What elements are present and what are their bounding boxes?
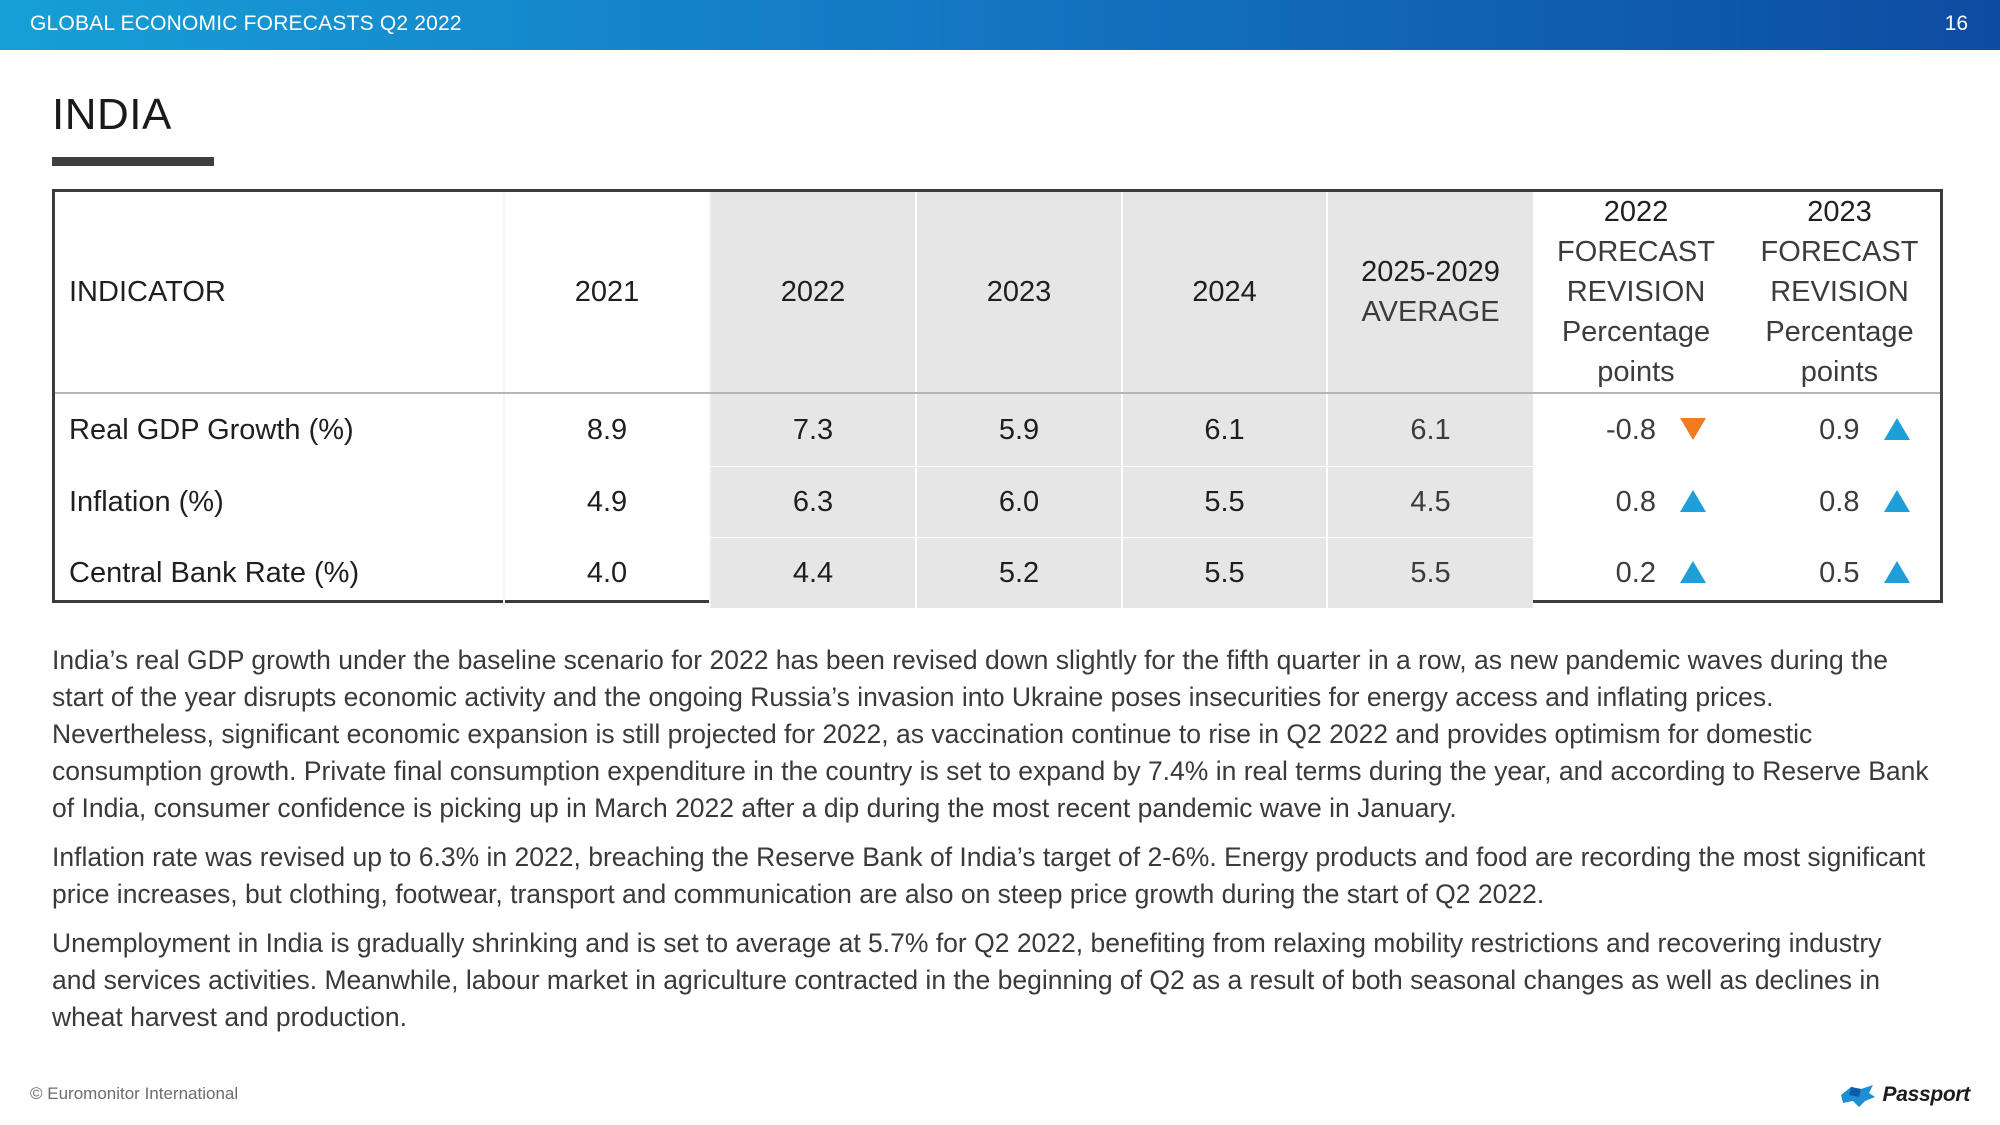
header-revision-2023-l4: points	[1800, 356, 1879, 388]
value-2024: 5.5	[1122, 537, 1328, 608]
commentary: India’s real GDP growth under the baseli…	[52, 642, 1932, 1048]
header-average: 2025-2029 AVERAGE	[1327, 192, 1533, 394]
header-indicator: INDICATOR	[55, 192, 505, 394]
value-2023: 6.0	[916, 466, 1123, 538]
forecast-table: INDICATOR 2021 2022 2023 2024 2025-2029 …	[52, 189, 1943, 608]
triangle-up-icon	[1883, 560, 1910, 583]
value-2022: 7.3	[710, 393, 917, 467]
page-number: 16	[1944, 12, 1968, 35]
revision-2023-value: 0.9	[1819, 413, 1860, 446]
triangle-up-icon	[1883, 489, 1910, 512]
revision-2023-value: 0.8	[1819, 485, 1860, 518]
triangle-up-icon	[1680, 489, 1706, 512]
value-2024: 6.1	[1122, 393, 1328, 467]
paragraph-unemployment: Unemployment in India is gradually shrin…	[52, 928, 1882, 1032]
value-average: 6.1	[1327, 393, 1533, 467]
revision-2022-cell: -0.8	[1533, 393, 1739, 467]
value-average: 5.5	[1327, 537, 1533, 608]
header-revision-2023-year: 2023	[1807, 196, 1872, 228]
paragraph-gdp: India’s real GDP growth under the baseli…	[52, 645, 1929, 823]
value-average: 4.5	[1327, 466, 1533, 538]
title-underline	[52, 157, 214, 166]
header-2022: 2022	[710, 192, 917, 394]
revision-2023-cell: 0.8	[1739, 466, 1940, 538]
header-2021: 2021	[504, 192, 711, 394]
brand-name: Passport	[1882, 1083, 1971, 1106]
value-2021: 8.9	[504, 393, 711, 467]
header-revision-2022-l2: REVISION	[1566, 276, 1706, 308]
table-row: Inflation (%) 4.9 6.3 6.0 5.5 4.5 0.8 0.…	[55, 466, 1940, 538]
paragraph-inflation: Inflation rate was revised up to 6.3% in…	[52, 842, 1926, 909]
header-revision-2022-l4: points	[1597, 356, 1675, 388]
table-row: Central Bank Rate (%) 4.0 4.4 5.2 5.5 5.…	[55, 537, 1940, 608]
brand-logo: Passport	[1837, 1080, 1970, 1110]
header-revision-2022: 2022 FORECAST REVISION Percentage points	[1533, 192, 1739, 394]
indicator-cell: Inflation (%)	[55, 466, 505, 538]
value-2022: 6.3	[710, 466, 917, 538]
passport-logo-icon	[1840, 1085, 1875, 1107]
value-2023: 5.9	[916, 393, 1123, 467]
header-revision-2023-l2: REVISION	[1770, 276, 1909, 308]
indicator-cell: Real GDP Growth (%)	[55, 393, 505, 467]
header-2023: 2023	[916, 192, 1123, 394]
header-revision-2023-l3: Percentage	[1765, 316, 1914, 348]
table-header-row: INDICATOR 2021 2022 2023 2024 2025-2029 …	[55, 192, 1940, 394]
value-2021: 4.9	[504, 466, 711, 538]
header-2024: 2024	[1122, 192, 1328, 394]
revision-2023-cell: 0.5	[1739, 537, 1940, 608]
value-2022: 4.4	[710, 537, 917, 608]
revision-2023-cell: 0.9	[1739, 393, 1940, 467]
triangle-up-icon	[1680, 560, 1706, 583]
revision-2022-value: 0.8	[1615, 485, 1656, 518]
report-title: GLOBAL ECONOMIC FORECASTS Q2 2022	[30, 12, 462, 35]
header-revision-2023: 2023 FORECAST REVISION Percentage points	[1739, 192, 1940, 394]
value-2024: 5.5	[1122, 466, 1328, 538]
revision-2022-value: -0.8	[1606, 413, 1656, 446]
revision-2022-value: 0.2	[1615, 556, 1656, 589]
copyright: © Euromonitor International	[30, 1084, 239, 1103]
header-revision-2022-l3: Percentage	[1561, 316, 1711, 348]
header-revision-2023-l1: FORECAST	[1760, 236, 1919, 268]
revision-2023-value: 0.5	[1819, 556, 1860, 589]
header-average-line2: AVERAGE	[1361, 296, 1500, 328]
revision-2022-cell: 0.2	[1533, 537, 1739, 608]
top-banner: GLOBAL ECONOMIC FORECASTS Q2 2022 16	[0, 0, 2000, 50]
page-title: INDIA	[52, 90, 172, 139]
header-revision-2022-l1: FORECAST	[1557, 236, 1715, 268]
table-row: Real GDP Growth (%) 8.9 7.3 5.9 6.1 6.1 …	[55, 393, 1940, 467]
indicator-cell: Central Bank Rate (%)	[55, 537, 505, 608]
triangle-up-icon	[1883, 417, 1910, 440]
forecast-table-grid: INDICATOR 2021 2022 2023 2024 2025-2029 …	[55, 192, 1940, 608]
value-2021: 4.0	[504, 537, 711, 608]
triangle-down-icon	[1680, 417, 1706, 440]
header-revision-2022-year: 2022	[1603, 196, 1669, 228]
revision-2022-cell: 0.8	[1533, 466, 1739, 538]
header-average-line1: 2025-2029	[1361, 256, 1500, 288]
value-2023: 5.2	[916, 537, 1123, 608]
